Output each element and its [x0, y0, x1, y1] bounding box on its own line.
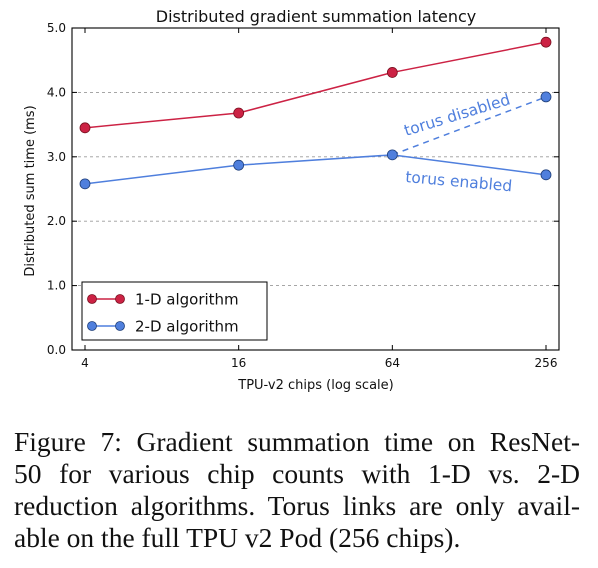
legend-marker [87, 294, 97, 304]
latency-chart: Distributed gradient summation latency D… [23, 7, 560, 393]
axes-layer: 0.0 1.0 2.0 3.0 4.0 5.0 4 16 64 256 [47, 21, 560, 370]
series-line-2-d-algorithm [84, 154, 547, 185]
legend-marker [115, 294, 125, 304]
legend-label: 2-D algorithm [135, 318, 239, 336]
x-tick-label: 16 [231, 356, 246, 370]
legend-marker [115, 321, 125, 331]
caption-line: 50 for various chip counts with 1-D vs. … [14, 458, 580, 489]
data-point [233, 159, 245, 171]
y-tick-label: 3.0 [47, 150, 66, 164]
series-layer [79, 36, 552, 190]
annotation-torus-enabled: torus enabled [405, 168, 513, 195]
data-point [233, 107, 245, 119]
legend-marker [87, 321, 97, 331]
y-tick-label: 1.0 [47, 279, 66, 293]
data-point [540, 91, 552, 103]
y-axis-label: Distributed sum time (ms) [23, 105, 38, 276]
caption-line: able on the full TPU v2 Pod (256 chips). [14, 522, 461, 553]
x-axis-label: TPU-v2 chips (log scale) [237, 378, 393, 393]
data-point [79, 122, 91, 134]
series-line-1-d-algorithm [84, 41, 547, 129]
plot-frame [71, 27, 560, 351]
figure-caption: Figure 7: Gradient summation time on Res… [14, 426, 580, 554]
data-point [386, 149, 398, 161]
data-point [79, 178, 91, 190]
legend-label: 1-D algorithm [135, 291, 239, 309]
data-point [540, 36, 552, 48]
x-tick-label: 4 [81, 356, 89, 370]
x-tick-label: 256 [535, 356, 558, 370]
y-tick-label: 5.0 [47, 21, 66, 35]
legend-box [81, 281, 268, 341]
chart-title: Distributed gradient summation latency [156, 7, 477, 26]
caption-line: reduction algorithms. Torus links are on… [14, 490, 580, 521]
caption-line: Figure 7: Gradient summation time on Res… [14, 426, 580, 457]
y-tick-label: 0.0 [47, 343, 66, 357]
y-tick-label: 4.0 [47, 85, 66, 99]
data-point [386, 67, 398, 78]
data-point [540, 169, 552, 181]
dashed-segment-line [392, 96, 547, 156]
legend: 1-D algorithm 2-D algorithm [81, 281, 268, 341]
y-tick-label: 2.0 [47, 214, 66, 228]
x-tick-label: 64 [385, 356, 400, 370]
